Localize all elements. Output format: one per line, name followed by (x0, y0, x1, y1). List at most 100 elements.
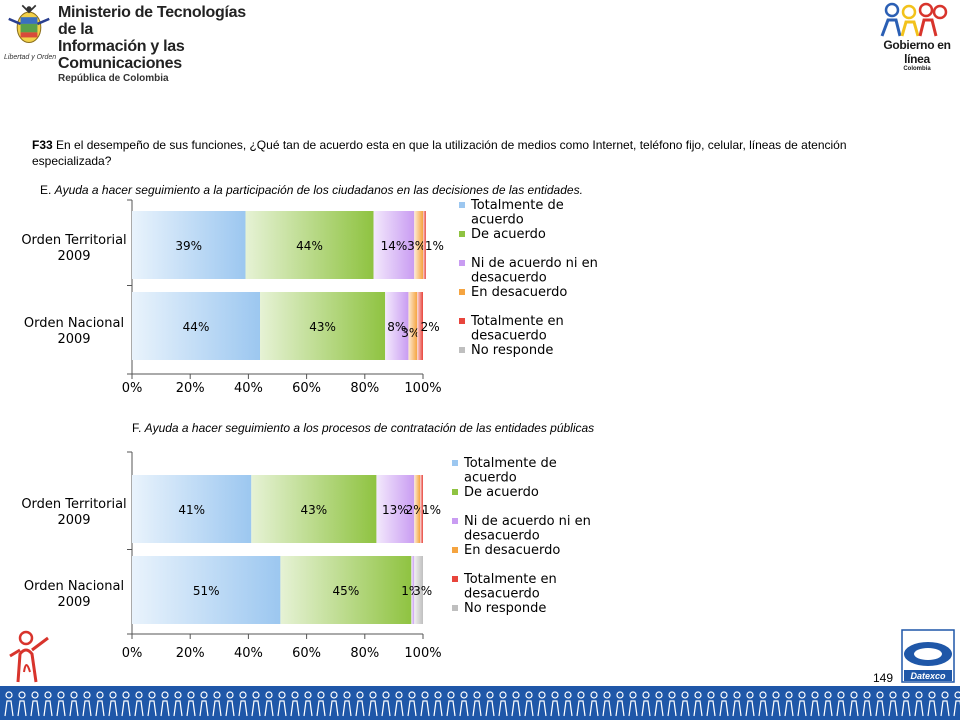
footer-figure-icon (823, 691, 833, 717)
footer-figure-icon (758, 691, 768, 717)
footer-figure-icon (212, 691, 222, 717)
data-label: 8% (387, 320, 406, 334)
footer-figure-icon (147, 691, 157, 717)
footer-figure-icon (342, 691, 352, 717)
category-label: Orden Territorial (21, 233, 126, 248)
footer-figure-icon (485, 691, 495, 717)
question-text: F33 En el desempeño de sus funciones, ¿Q… (32, 137, 882, 169)
footer-figure-icon (407, 691, 417, 717)
footer-figure-icon (927, 691, 937, 717)
x-tick-label: 60% (292, 381, 321, 396)
footer-figure-icon (290, 691, 300, 717)
footer-figure-icon (433, 691, 443, 717)
datexco-logo: Datexco (901, 629, 955, 683)
category-label: Orden Territorial (21, 497, 126, 512)
legend-label: desacuerdo (471, 271, 547, 286)
footer-figure-icon (810, 691, 820, 717)
bar-segment (414, 211, 423, 279)
footer-figure-icon (238, 691, 248, 717)
footer-figure-icon (667, 691, 677, 717)
bar-segment (280, 556, 412, 624)
bar-segment (373, 211, 415, 279)
category-label: Orden Nacional (24, 316, 124, 331)
footer-figure-icon (251, 691, 261, 717)
legend-label: Ni de acuerdo ni en (471, 256, 598, 271)
question-code: F33 (32, 138, 53, 152)
ministry-line-2: Información y las Comunicaciones (58, 38, 185, 72)
seal-caption: Libertad y Orden (4, 54, 57, 61)
x-tick-label: 40% (234, 646, 263, 661)
bar-segment (376, 475, 415, 543)
footer-figure-icon (680, 691, 690, 717)
bar-segment (132, 556, 281, 624)
x-tick-label: 100% (404, 381, 441, 396)
footer-figure-icon (69, 691, 79, 717)
footer-figure-icon (914, 691, 924, 717)
footer-figure-icon (56, 691, 66, 717)
footer-figure-icon (888, 691, 898, 717)
data-label: 1% (425, 239, 444, 253)
x-tick-label: 60% (292, 646, 321, 661)
ministry-title: Ministerio de Tecnologías de la Informac… (58, 4, 258, 84)
data-label: 43% (309, 320, 336, 334)
legend-swatch (459, 260, 465, 266)
footer-figure-icon (615, 691, 625, 717)
colombia-seal-logo (8, 4, 50, 44)
footer-figure-icon (264, 691, 274, 717)
data-label: 14% (381, 239, 408, 253)
footer-figure-icon (563, 691, 573, 717)
legend-label: desacuerdo (471, 329, 547, 344)
section-e-prefix: E. (40, 183, 55, 197)
footer-figure-icon (576, 691, 586, 717)
legend-swatch (459, 347, 465, 353)
footer-figure-icon (368, 691, 378, 717)
question-body: En el desempeño de sus funciones, ¿Qué t… (32, 138, 847, 168)
bar-segment (251, 475, 377, 543)
footer-figure-icon (602, 691, 612, 717)
footer-figure-icon (745, 691, 755, 717)
footer-figure-icon (459, 691, 469, 717)
footer-figure-icon (940, 691, 950, 717)
footer-figure-icon (381, 691, 391, 717)
legend-swatch (452, 605, 458, 611)
section-e-title: E. Ayuda a hacer seguimiento a la partic… (40, 183, 583, 197)
footer-figure-icon (654, 691, 664, 717)
gobierno-logo-line-2: Colombia (903, 66, 931, 72)
bar-segment (132, 475, 252, 543)
legend-label: En desacuerdo (464, 543, 560, 558)
footer-figure-icon (589, 691, 599, 717)
footer-figure-icon (628, 691, 638, 717)
x-tick-label: 0% (122, 646, 143, 661)
data-label: 2% (421, 320, 440, 334)
legend-label: Totalmente en (463, 572, 557, 587)
footer-figure-icon (953, 691, 960, 717)
bar-segment (417, 292, 423, 360)
bar-segment (260, 292, 386, 360)
footer-figure-icon (706, 691, 716, 717)
footer-figure-icon (537, 691, 547, 717)
gobierno-en-linea-logo (880, 2, 948, 37)
legend-label: Totalmente de (470, 198, 564, 213)
section-f-prefix: F. (132, 421, 145, 435)
x-tick-label: 40% (234, 381, 263, 396)
footer-figure-icon (134, 691, 144, 717)
footer-people-pattern (4, 691, 960, 717)
gobierno-logo-text: Gobierno en línea Colombia (876, 38, 958, 72)
data-label: 13% (382, 503, 409, 517)
legend-label: Totalmente de (463, 456, 557, 471)
category-label: 2009 (57, 595, 90, 610)
page-number: 149 (873, 671, 894, 685)
footer-figure-icon (550, 691, 560, 717)
ministry-line-3: República de Colombia (58, 73, 169, 84)
footer-figure-icon (719, 691, 729, 717)
footer-figure-icon (524, 691, 534, 717)
x-tick-label: 20% (176, 646, 205, 661)
section-f-text: Ayuda a hacer seguimiento a los procesos… (144, 421, 595, 435)
footer-figure-icon (121, 691, 131, 717)
legend-label: No responde (471, 343, 553, 358)
legend-label: Ni de acuerdo ni en (464, 514, 591, 529)
footer-figure-icon (472, 691, 482, 717)
footer-figure-icon (693, 691, 703, 717)
legend-label: No responde (464, 601, 546, 616)
